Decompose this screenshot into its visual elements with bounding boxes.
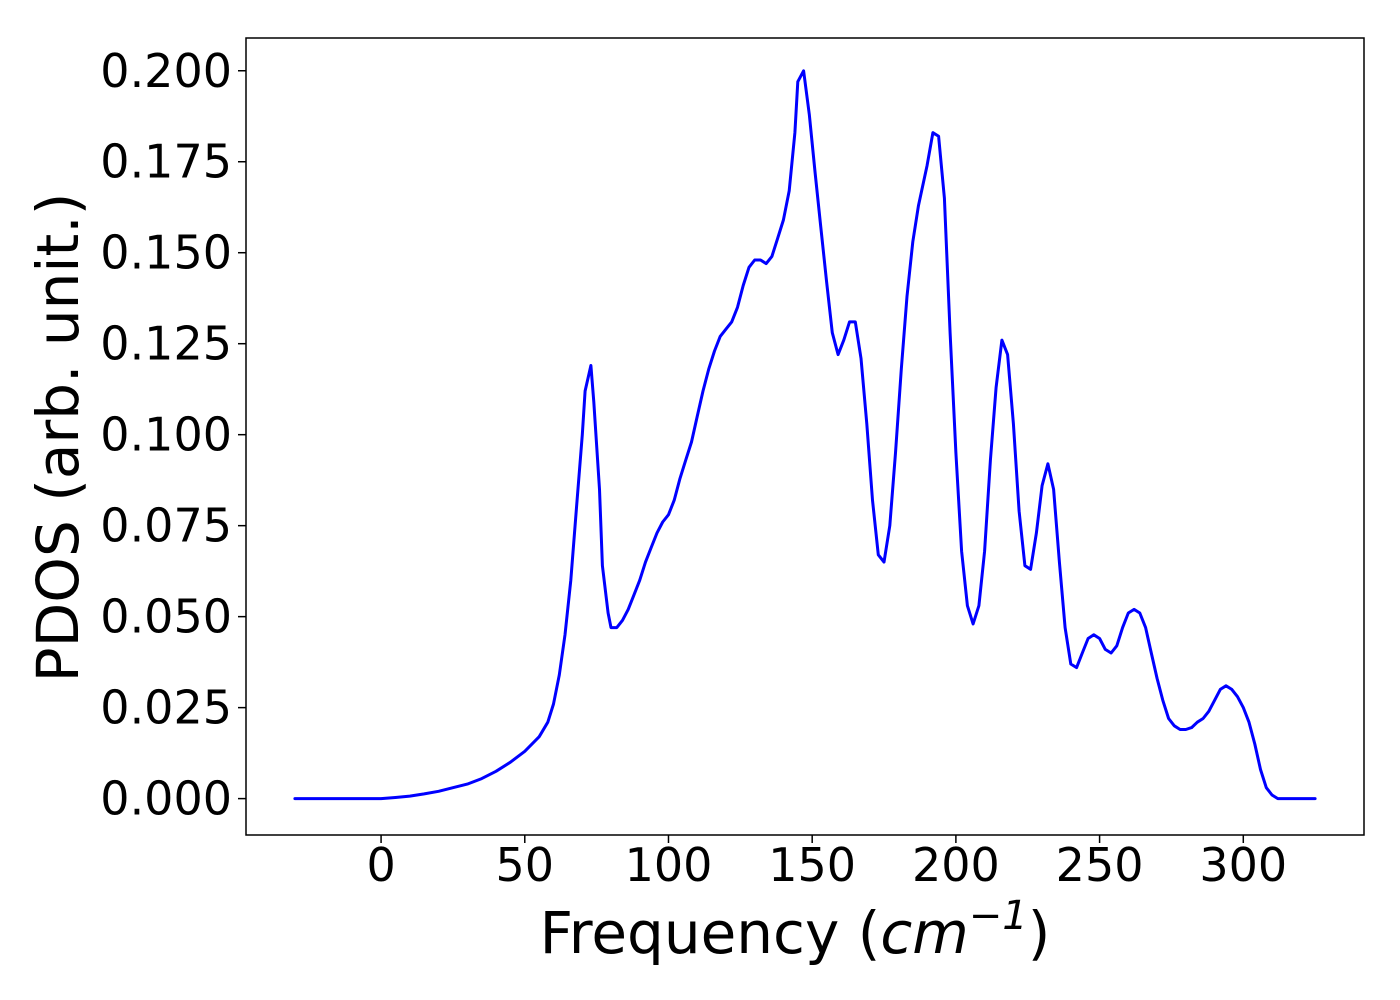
x-axis-label-unit: cm	[880, 899, 968, 967]
x-axis-label-suffix: )	[1028, 899, 1051, 967]
x-axis-ticks: 0 50 100 150 200 250 300	[366, 835, 1287, 892]
x-tick-label: 0	[366, 838, 395, 892]
x-tick-label: 50	[496, 838, 555, 892]
y-tick-label: 0.025	[100, 681, 232, 735]
y-tick-label: 0.100	[100, 408, 232, 462]
y-tick-label: 0.075	[100, 499, 232, 553]
x-axis-label-exponent: −1	[969, 893, 1028, 939]
x-axis-label: Frequency (cm−1)	[540, 893, 1051, 967]
x-tick-label: 200	[912, 838, 1000, 892]
x-tick-label: 300	[1199, 838, 1287, 892]
y-tick-label: 0.000	[100, 772, 232, 826]
y-tick-label: 0.125	[100, 317, 232, 371]
plot-area	[293, 69, 1317, 801]
axes-frame	[245, 37, 1365, 836]
y-axis-ticks: 0.000 0.025 0.050 0.075 0.100 0.125 0.150 0.175…	[100, 44, 246, 826]
x-tick-label: 250	[1056, 838, 1144, 892]
y-axis-label: PDOS (arb. unit.)	[24, 193, 92, 683]
x-tick-label: 100	[625, 838, 713, 892]
x-tick-label: 150	[768, 838, 856, 892]
x-axis-label-prefix: Frequency (	[540, 899, 881, 967]
y-tick-label: 0.050	[100, 590, 232, 644]
y-tick-label: 0.150	[100, 226, 232, 280]
pdos-series-line	[293, 69, 1317, 801]
y-tick-label: 0.175	[100, 135, 232, 189]
y-tick-label: 0.200	[100, 44, 232, 98]
